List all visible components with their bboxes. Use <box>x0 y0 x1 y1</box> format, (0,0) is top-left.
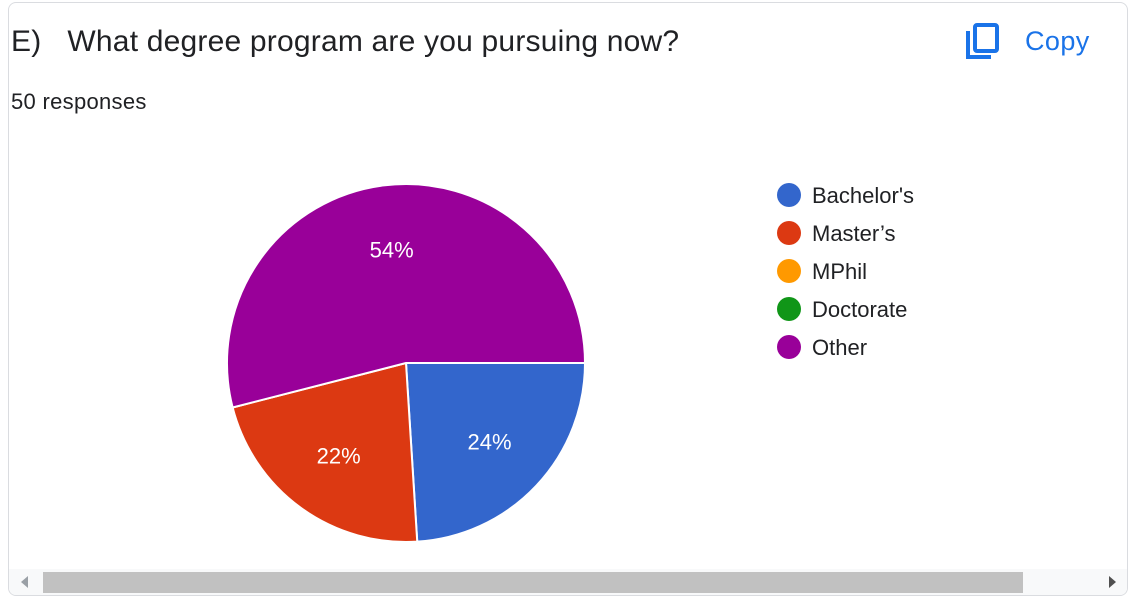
question-text: What degree program are you pursuing now… <box>67 25 680 58</box>
legend-label-4[interactable]: Other <box>812 335 867 360</box>
chart-legend: Bachelor's Master’s MPhil Doctorate Other <box>777 183 914 360</box>
scroll-thumb[interactable] <box>43 572 1023 593</box>
pie-slice-1[interactable] <box>231 361 419 543</box>
pie-value-label-1: 22% <box>317 444 361 469</box>
legend-swatch-2[interactable] <box>777 259 801 283</box>
legend-label-3[interactable]: Doctorate <box>812 297 907 322</box>
pie-value-label-4: 54% <box>370 237 414 262</box>
pie-chart: 24% 22% 54% Bachelor's Master’s MPhil Doctora… <box>226 183 914 543</box>
scroll-right-arrow-icon[interactable] <box>1109 576 1116 588</box>
question-number: E) <box>11 25 42 58</box>
copy-label: Copy <box>1025 25 1090 56</box>
copy-icon <box>966 23 999 59</box>
response-count: 50 responses <box>11 89 147 114</box>
copy-button[interactable]: Copy <box>965 19 1090 63</box>
pie-value-labels: 24% 22% 54% <box>317 237 512 468</box>
legend-label-1[interactable]: Master’s <box>812 221 896 246</box>
legend-swatch-0[interactable] <box>777 183 801 207</box>
scroll-left-arrow-icon[interactable] <box>21 576 28 588</box>
pie-slice-4[interactable] <box>226 183 587 409</box>
horizontal-scrollbar[interactable] <box>9 569 1127 595</box>
pie-value-label-0: 24% <box>467 429 511 454</box>
legend-label-0[interactable]: Bachelor's <box>812 183 914 208</box>
pie-slice-0[interactable] <box>404 362 587 543</box>
legend-swatch-4[interactable] <box>777 335 801 359</box>
legend-label-2[interactable]: MPhil <box>812 259 867 284</box>
question-title: E) What degree program are you pursuing n… <box>11 25 679 59</box>
pie-slices <box>226 183 587 543</box>
legend-swatch-1[interactable] <box>777 221 801 245</box>
legend-swatch-3[interactable] <box>777 297 801 321</box>
chart-card: E) What degree program are you pursuing n… <box>8 2 1128 596</box>
